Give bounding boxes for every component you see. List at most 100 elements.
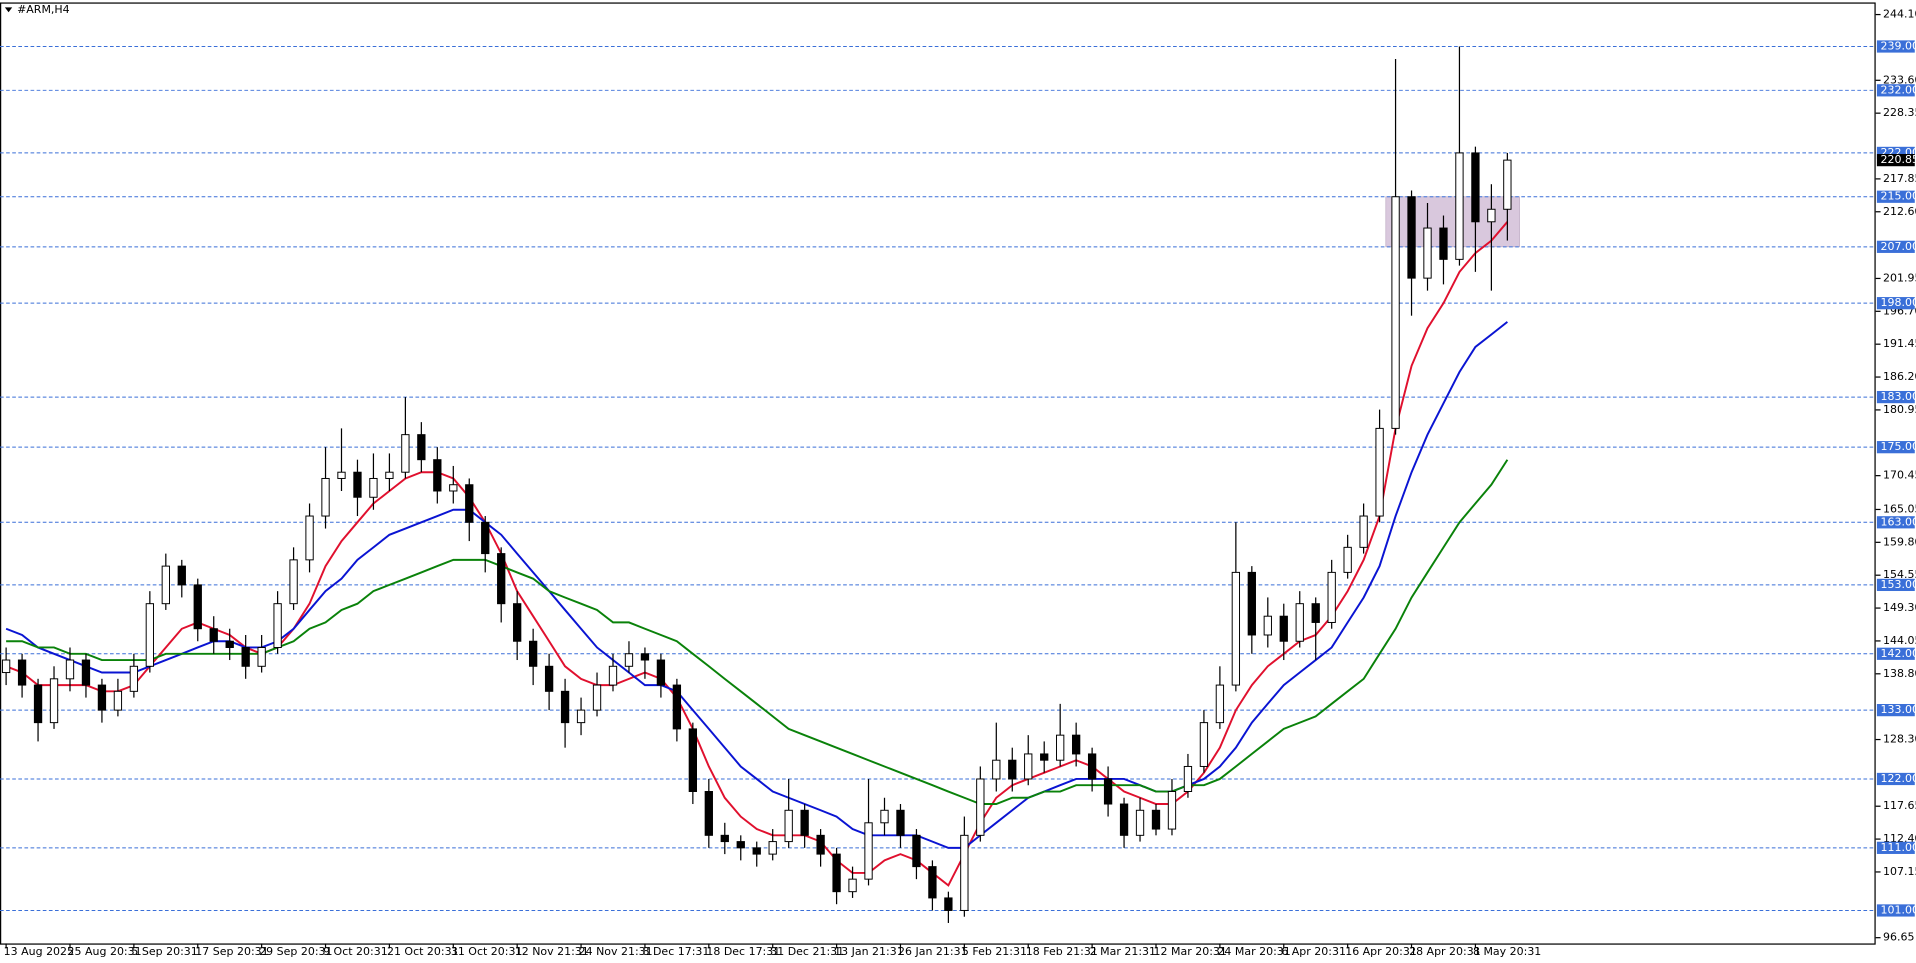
level-label-box <box>1876 904 1915 917</box>
candle-body <box>1391 196 1400 429</box>
candle-body <box>113 690 123 711</box>
candle-body <box>736 841 745 849</box>
candle-body <box>528 640 538 667</box>
candle-body <box>544 665 554 692</box>
candle-body <box>481 521 490 555</box>
y-tick-label: 244.10 <box>1883 8 1916 21</box>
level-label-box <box>1876 578 1915 592</box>
y-tick-label: 159.80 <box>1883 535 1916 548</box>
level-label-box <box>1876 84 1915 97</box>
candle-body <box>864 822 873 880</box>
x-tick-label: 24 Nov 21:31 <box>579 945 653 958</box>
candle-body <box>752 847 761 855</box>
y-tick-label: 117.65 <box>1883 799 1916 812</box>
plot-frame <box>0 2 1876 945</box>
axis-layer: 244.10233.60228.35217.85212.60201.95196.… <box>4 8 1916 958</box>
candle-body <box>1151 809 1161 830</box>
level-label-box <box>1876 704 1915 717</box>
x-tick-label: 31 Oct 20:31 <box>451 945 523 958</box>
level-label-box <box>1876 390 1915 404</box>
candle-body <box>273 603 282 648</box>
candle-body <box>896 809 905 836</box>
candle-body <box>1407 196 1416 279</box>
x-tick-label: 26 Jan 21:31 <box>898 945 968 958</box>
y-tick-label: 144.05 <box>1883 634 1916 647</box>
x-tick-label: 2 Mar 21:31 <box>1090 945 1156 958</box>
candle-body <box>1135 809 1145 836</box>
level-label: 101.00 <box>1881 903 1916 916</box>
level-label: 111.00 <box>1881 841 1916 854</box>
level-label: 198.00 <box>1881 296 1916 309</box>
candle-body <box>1215 684 1225 724</box>
y-tick-label: 107.15 <box>1883 865 1916 878</box>
candle-body <box>976 778 985 836</box>
zone <box>1385 196 1520 248</box>
candle-body <box>145 603 155 667</box>
candle-body <box>449 484 458 492</box>
zone-layer <box>1385 196 1520 248</box>
candle-body <box>672 684 682 730</box>
candle-body <box>800 809 809 836</box>
level-label: 122.00 <box>1881 772 1916 785</box>
x-tick-label: 12 Nov 21:31 <box>515 945 589 958</box>
level-label: 232.00 <box>1881 83 1916 96</box>
candle-body <box>129 665 139 692</box>
candle-body <box>960 834 969 911</box>
x-tick-label: 12 Mar 20:31 <box>1154 945 1227 958</box>
x-tick-label: 18 Feb 21:31 <box>1026 945 1098 958</box>
candle-body <box>608 665 618 686</box>
x-tick-label: 8 Dec 17:31 <box>642 945 709 958</box>
x-tick-label: 13 Aug 2025 <box>4 945 74 958</box>
x-tick-label: 5 Sep 20:31 <box>131 945 197 958</box>
x-tick-label: 9 Oct 20:31 <box>323 945 388 958</box>
level-label: 215.00 <box>1881 190 1916 203</box>
candle-body <box>33 684 43 724</box>
moving-average-line <box>5 321 1508 849</box>
candle-body <box>305 515 314 561</box>
x-tick-label: 6 Apr 20:31 <box>1281 945 1346 958</box>
y-tick-label: 201.95 <box>1883 271 1916 284</box>
candle-body <box>768 841 777 855</box>
level-label: 183.00 <box>1881 390 1916 403</box>
candle-body <box>337 471 346 479</box>
candle-body <box>640 653 650 661</box>
candle-body <box>1119 803 1129 836</box>
candle-body <box>656 659 666 686</box>
candle-body <box>417 434 426 461</box>
candle-body <box>816 834 825 855</box>
y-tick-label: 186.20 <box>1883 370 1916 383</box>
level-label-box <box>1876 441 1915 454</box>
y-tick-label: 154.55 <box>1883 568 1916 581</box>
x-tick-label: 5 Feb 21:31 <box>962 945 1027 958</box>
candle-body <box>704 791 713 836</box>
y-tick-label: 165.05 <box>1883 502 1916 515</box>
level-label: 163.00 <box>1881 515 1916 528</box>
candle-body <box>1 659 11 674</box>
candle-body <box>1327 571 1336 623</box>
candles-layer <box>1 46 1512 923</box>
level-label: 142.00 <box>1881 647 1916 660</box>
candle-body <box>1071 734 1081 755</box>
y-tick-label: 138.80 <box>1883 667 1916 680</box>
candle-body <box>465 484 474 523</box>
level-label: 175.00 <box>1881 440 1916 453</box>
candle-body <box>560 690 570 724</box>
candle-body <box>257 647 266 667</box>
x-tick-label: 13 Jan 21:31 <box>834 945 904 958</box>
x-tick-label: 24 Mar 20:31 <box>1217 945 1290 958</box>
y-tick-label: 217.85 <box>1883 172 1916 185</box>
candle-body <box>1087 753 1097 780</box>
candle-body <box>161 565 170 605</box>
candle-body <box>1024 753 1033 780</box>
level-label-box <box>1876 772 1915 786</box>
candle-body <box>784 809 793 843</box>
candle-body <box>401 434 410 473</box>
candle-body <box>1231 571 1241 686</box>
candle-body <box>576 709 586 724</box>
candle-body <box>1183 765 1193 792</box>
candle-body <box>497 553 506 605</box>
candle-body <box>65 659 75 680</box>
candle-body <box>513 603 522 642</box>
candle-body <box>880 809 889 824</box>
title-arrow <box>4 7 13 13</box>
